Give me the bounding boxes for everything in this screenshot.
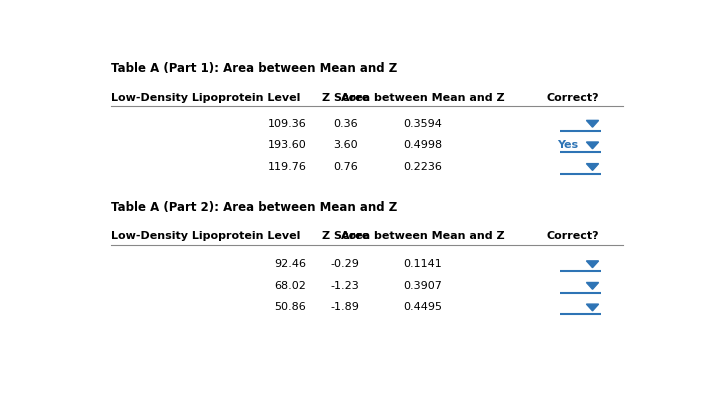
Text: Area between Mean and Z: Area between Mean and Z	[341, 93, 505, 103]
Text: 193.60: 193.60	[267, 140, 306, 150]
Text: Low-Density Lipoprotein Level: Low-Density Lipoprotein Level	[110, 93, 300, 103]
Text: 0.4495: 0.4495	[404, 302, 442, 312]
Text: -1.89: -1.89	[331, 302, 360, 312]
Text: 0.76: 0.76	[333, 162, 358, 172]
Text: -1.23: -1.23	[331, 281, 360, 291]
Text: 0.4998: 0.4998	[404, 140, 442, 150]
Text: Yes: Yes	[557, 140, 578, 150]
Text: 0.3594: 0.3594	[404, 119, 442, 129]
Text: Correct?: Correct?	[547, 231, 599, 241]
Text: 92.46: 92.46	[275, 259, 306, 269]
Polygon shape	[587, 142, 599, 149]
Polygon shape	[587, 304, 599, 311]
Polygon shape	[587, 164, 599, 170]
Text: 0.1141: 0.1141	[404, 259, 442, 269]
Polygon shape	[587, 120, 599, 127]
Text: 68.02: 68.02	[275, 281, 306, 291]
Text: 0.36: 0.36	[333, 119, 358, 129]
Text: Correct?: Correct?	[547, 93, 599, 103]
Text: Low-Density Lipoprotein Level: Low-Density Lipoprotein Level	[110, 231, 300, 241]
Text: 0.3907: 0.3907	[404, 281, 442, 291]
Text: 0.2236: 0.2236	[404, 162, 442, 172]
Text: 50.86: 50.86	[275, 302, 306, 312]
Text: Table A (Part 2): Area between Mean and Z: Table A (Part 2): Area between Mean and …	[110, 201, 397, 214]
Text: 109.36: 109.36	[267, 119, 306, 129]
Text: -0.29: -0.29	[331, 259, 360, 269]
Text: Area between Mean and Z: Area between Mean and Z	[341, 231, 505, 241]
Text: Table A (Part 1): Area between Mean and Z: Table A (Part 1): Area between Mean and …	[110, 62, 397, 75]
Text: Z Score: Z Score	[322, 93, 369, 103]
Text: 3.60: 3.60	[333, 140, 358, 150]
Text: Z Score: Z Score	[322, 231, 369, 241]
Polygon shape	[587, 282, 599, 289]
Text: 119.76: 119.76	[267, 162, 306, 172]
Polygon shape	[587, 261, 599, 267]
